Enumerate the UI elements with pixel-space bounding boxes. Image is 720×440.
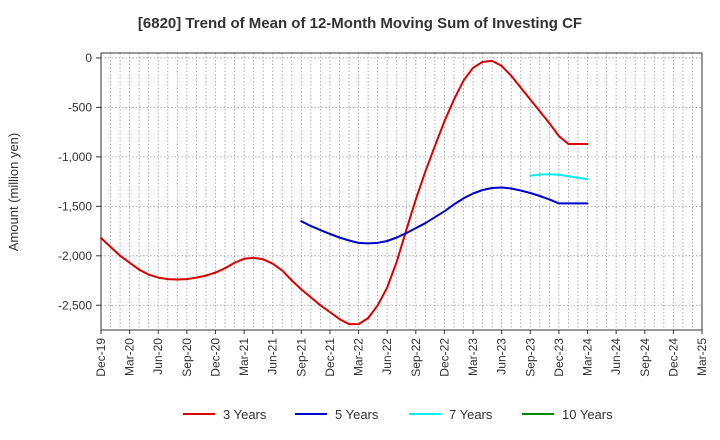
legend-label: 5 Years xyxy=(335,407,379,422)
x-tick-label: Mar-21 xyxy=(237,338,251,376)
plot-border xyxy=(100,52,703,331)
y-axis-label: Amount (million yen) xyxy=(6,133,21,252)
x-tick-label: Dec-24 xyxy=(666,338,680,377)
x-tick-label: Mar-22 xyxy=(352,338,366,376)
x-tick-label: Sep-24 xyxy=(638,338,652,377)
x-tick-label: Dec-20 xyxy=(208,338,222,377)
x-tick-label: Jun-20 xyxy=(151,338,165,375)
y-tick-label: -2,000 xyxy=(58,249,92,263)
x-tick-label: Jun-24 xyxy=(609,338,623,375)
x-tick-label: Jun-22 xyxy=(380,338,394,375)
x-tick-label: Sep-23 xyxy=(523,338,537,377)
y-tick-label: -1,000 xyxy=(58,150,92,164)
plot-background xyxy=(101,53,702,330)
series-line-7-years xyxy=(529,173,589,181)
x-tick-label: Dec-21 xyxy=(323,338,337,377)
x-tick-label: Dec-19 xyxy=(94,338,108,377)
x-tick-label: Mar-24 xyxy=(581,338,595,376)
x-tick-label: Sep-21 xyxy=(294,338,308,377)
chart-title: [6820] Trend of Mean of 12-Month Moving … xyxy=(138,15,582,32)
x-tick-label: Mar-23 xyxy=(466,338,480,376)
series-line-5-years xyxy=(300,186,589,245)
y-tick-label: 0 xyxy=(85,51,92,65)
plot-area: 0 -500 -1,000 -1,500 -2,000 -2,500 Dec-19 Mar-2… xyxy=(58,51,709,377)
series-line-3-years xyxy=(100,59,589,326)
x-tick-label: Jun-23 xyxy=(495,338,509,375)
legend: 3 Years 5 Years 7 Years 10 Years xyxy=(183,407,613,422)
y-tick-label: -1,500 xyxy=(58,199,92,213)
x-tick-label: Dec-23 xyxy=(552,338,566,377)
legend-label: 7 Years xyxy=(449,407,493,422)
y-tick-label: -2,500 xyxy=(58,298,92,312)
x-tick-label: Dec-22 xyxy=(437,338,451,377)
y-tick-label: -500 xyxy=(68,100,92,114)
x-tick-label: Mar-20 xyxy=(123,338,137,376)
x-tick-label: Sep-20 xyxy=(180,338,194,377)
x-tick-label: Sep-22 xyxy=(409,338,423,377)
legend-label: 3 Years xyxy=(223,407,267,422)
x-tick-label: Mar-25 xyxy=(695,338,709,376)
legend-label: 10 Years xyxy=(562,407,613,422)
x-tick-label: Jun-21 xyxy=(266,338,280,375)
